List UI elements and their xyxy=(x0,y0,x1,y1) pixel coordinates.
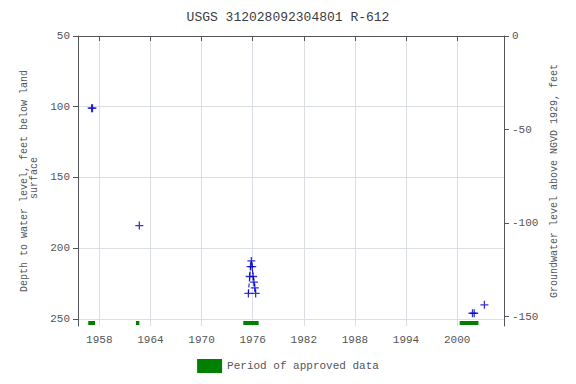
svg-text:100: 100 xyxy=(50,101,70,113)
svg-text:1982: 1982 xyxy=(291,334,317,346)
svg-text:-100: -100 xyxy=(512,217,538,229)
svg-text:-50: -50 xyxy=(512,124,532,136)
svg-text:150: 150 xyxy=(50,171,70,183)
svg-text:2000: 2000 xyxy=(444,334,470,346)
svg-text:1988: 1988 xyxy=(342,334,368,346)
svg-text:0: 0 xyxy=(512,30,519,42)
svg-text:1958: 1958 xyxy=(86,334,112,346)
svg-text:-150: -150 xyxy=(512,311,538,323)
svg-text:1976: 1976 xyxy=(239,334,265,346)
svg-text:Period of approved data: Period of approved data xyxy=(227,360,379,372)
svg-text:50: 50 xyxy=(57,30,70,42)
svg-text:250: 250 xyxy=(50,313,70,325)
svg-text:Depth to water level, feet bel: Depth to water level, feet below land xyxy=(18,70,30,292)
svg-text:1970: 1970 xyxy=(188,334,214,346)
svg-text:1964: 1964 xyxy=(137,334,164,346)
svg-text:Groundwater level above NGVD 1: Groundwater level above NGVD 1929, feet xyxy=(549,64,560,298)
svg-text:USGS 312028092304801 R-612: USGS 312028092304801 R-612 xyxy=(187,10,390,25)
svg-text:surface: surface xyxy=(29,157,40,205)
svg-text:200: 200 xyxy=(50,242,70,254)
svg-text:1994: 1994 xyxy=(393,334,420,346)
